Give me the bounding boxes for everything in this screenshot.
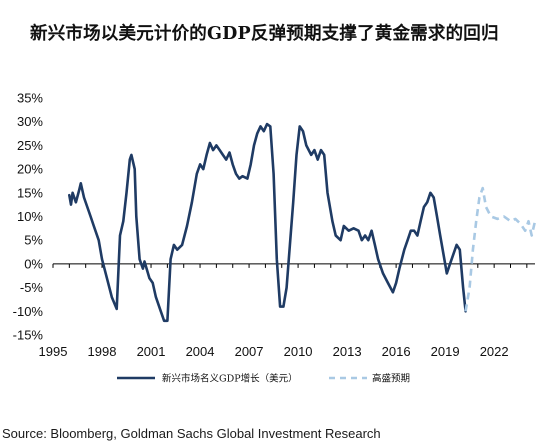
y-tick-label: 15% [17,185,43,200]
legend-label: 新兴市场名义GDP增长（美元） [162,373,298,385]
chart-axes: 1995 1998 2001 2004 2007 2010 2013 2016 2019 2022… [13,91,535,359]
x-tick-label: 1995 [39,344,68,359]
x-tick-label: 2001 [137,344,166,359]
y-tick-label: 20% [17,162,43,177]
y-tick-label: 0% [24,256,43,271]
y-tick-label: 10% [17,209,43,224]
source-note: Source: Bloomberg, Goldman Sachs Global … [2,426,381,441]
x-tick-label: 2013 [333,344,362,359]
x-tick-label: 2016 [382,344,411,359]
y-tick-label: -10% [13,304,44,319]
plot-area [68,122,537,323]
forecast-series-line [464,186,537,312]
y-tick-label: 5% [24,233,43,248]
x-tick-label: 2019 [431,344,460,359]
y-tick-label: 25% [17,138,43,153]
x-tick-label: 2022 [480,344,509,359]
legend: 新兴市场名义GDP增长（美元） 高盛预期 [117,373,410,385]
x-tick-label: 2010 [284,344,313,359]
x-tick-label: 2007 [235,344,264,359]
legend-label: 高盛预期 [372,373,410,385]
x-tick-label: 2004 [186,344,215,359]
chart-title: 新兴市场以美元计价的GDP反弹预期支撑了黄金需求的回归 [30,24,499,44]
y-tick-label: 35% [17,91,43,106]
y-tick-label: -15% [13,328,44,343]
gdp-growth-series-line [68,122,467,323]
x-tick-label: 1998 [88,344,117,359]
y-tick-label: 30% [17,114,43,129]
y-tick-label: -5% [20,280,44,295]
